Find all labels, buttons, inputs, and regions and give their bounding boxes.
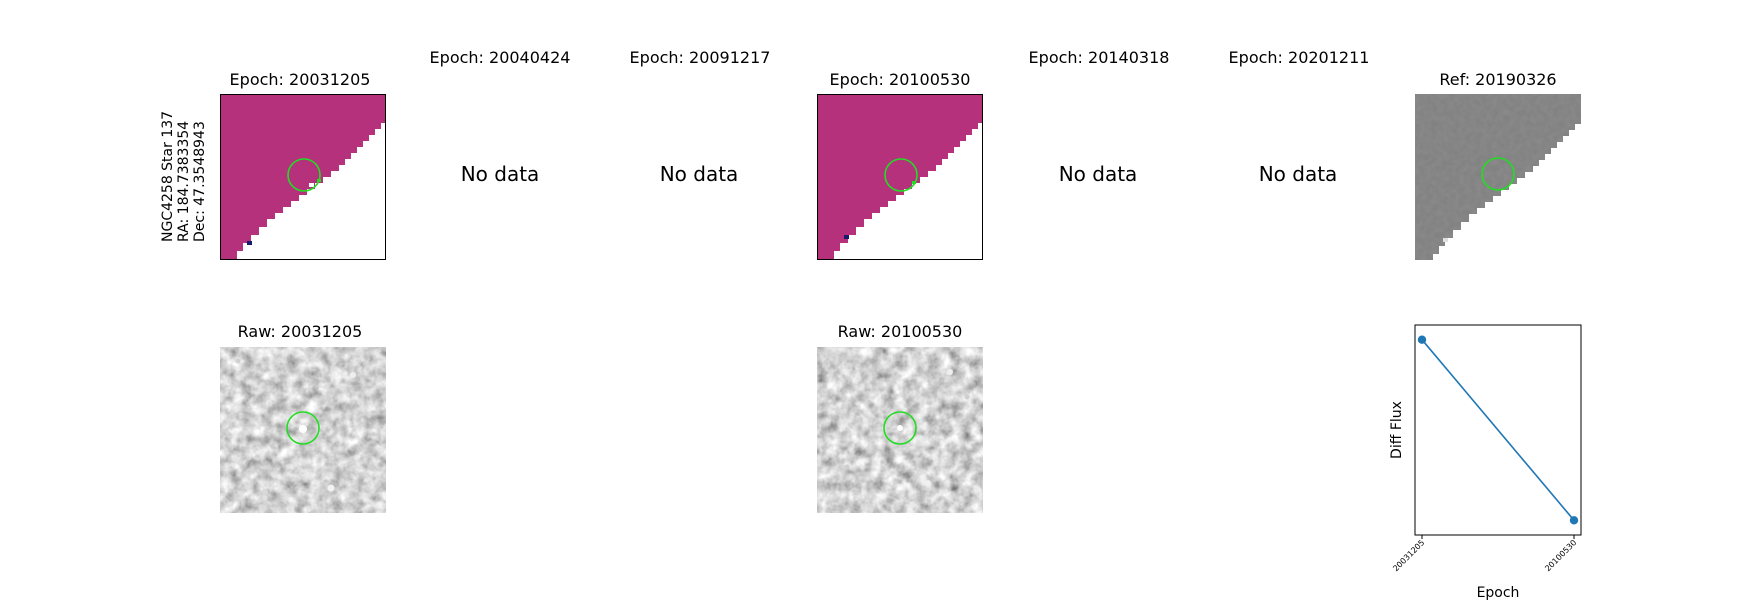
reference-image [1415,94,1581,260]
raw-title-1: Raw: 20031205 [237,322,363,341]
aperture-circle [287,158,321,192]
reference-title: Ref: 20190326 [1439,70,1557,89]
x-tick-label-20100530: 20100530 [1543,538,1578,573]
epoch-title-1: Epoch: 20031205 [229,70,371,89]
raw-image-2 [817,347,983,513]
data-point-20100530 [1569,516,1579,525]
raw-title-2: Raw: 20100530 [837,322,963,341]
x-axis-label: Epoch [1477,585,1520,600]
aperture-circle [1481,157,1515,191]
no-data-label-3: No data [659,162,739,186]
target-dec: Dec: 47.3548943 [192,121,208,242]
no-data-label-6: No data [1258,162,1338,186]
epoch-title-2: Epoch: 20040424 [429,48,571,67]
epoch-diff-image-4 [817,94,983,260]
data-point-20031205 [1417,335,1427,344]
light-curve-chart: 20031205 20100530 Epoch Diff Flux [1389,324,1582,600]
aperture-circle [286,411,320,445]
epoch-title-4: Epoch: 20100530 [829,70,971,89]
no-data-label-2: No data [460,162,540,186]
series-line-0 [1421,339,1575,521]
aperture-circle [883,411,917,445]
aperture-circle [884,158,918,192]
diff-fill-region [818,95,982,259]
epoch-title-5: Epoch: 20140318 [1028,48,1170,67]
epoch-title-6: Epoch: 20201211 [1228,48,1370,67]
x-tick-label-20031205: 20031205 [1391,538,1426,573]
epoch-title-3: Epoch: 20091217 [629,48,771,67]
epoch-diff-image-1 [220,94,386,260]
diff-fill-region [221,95,385,259]
no-data-label-5: No data [1058,162,1138,186]
raw-image-1 [220,347,386,513]
target-ra: RA: 184.7383354 [176,120,192,242]
plot-area-frame [1414,324,1582,536]
reference-fill-region [1415,94,1581,260]
y-axis-label: Diff Flux [1389,401,1405,459]
target-name: NGC4258 Star 137 [160,110,176,242]
